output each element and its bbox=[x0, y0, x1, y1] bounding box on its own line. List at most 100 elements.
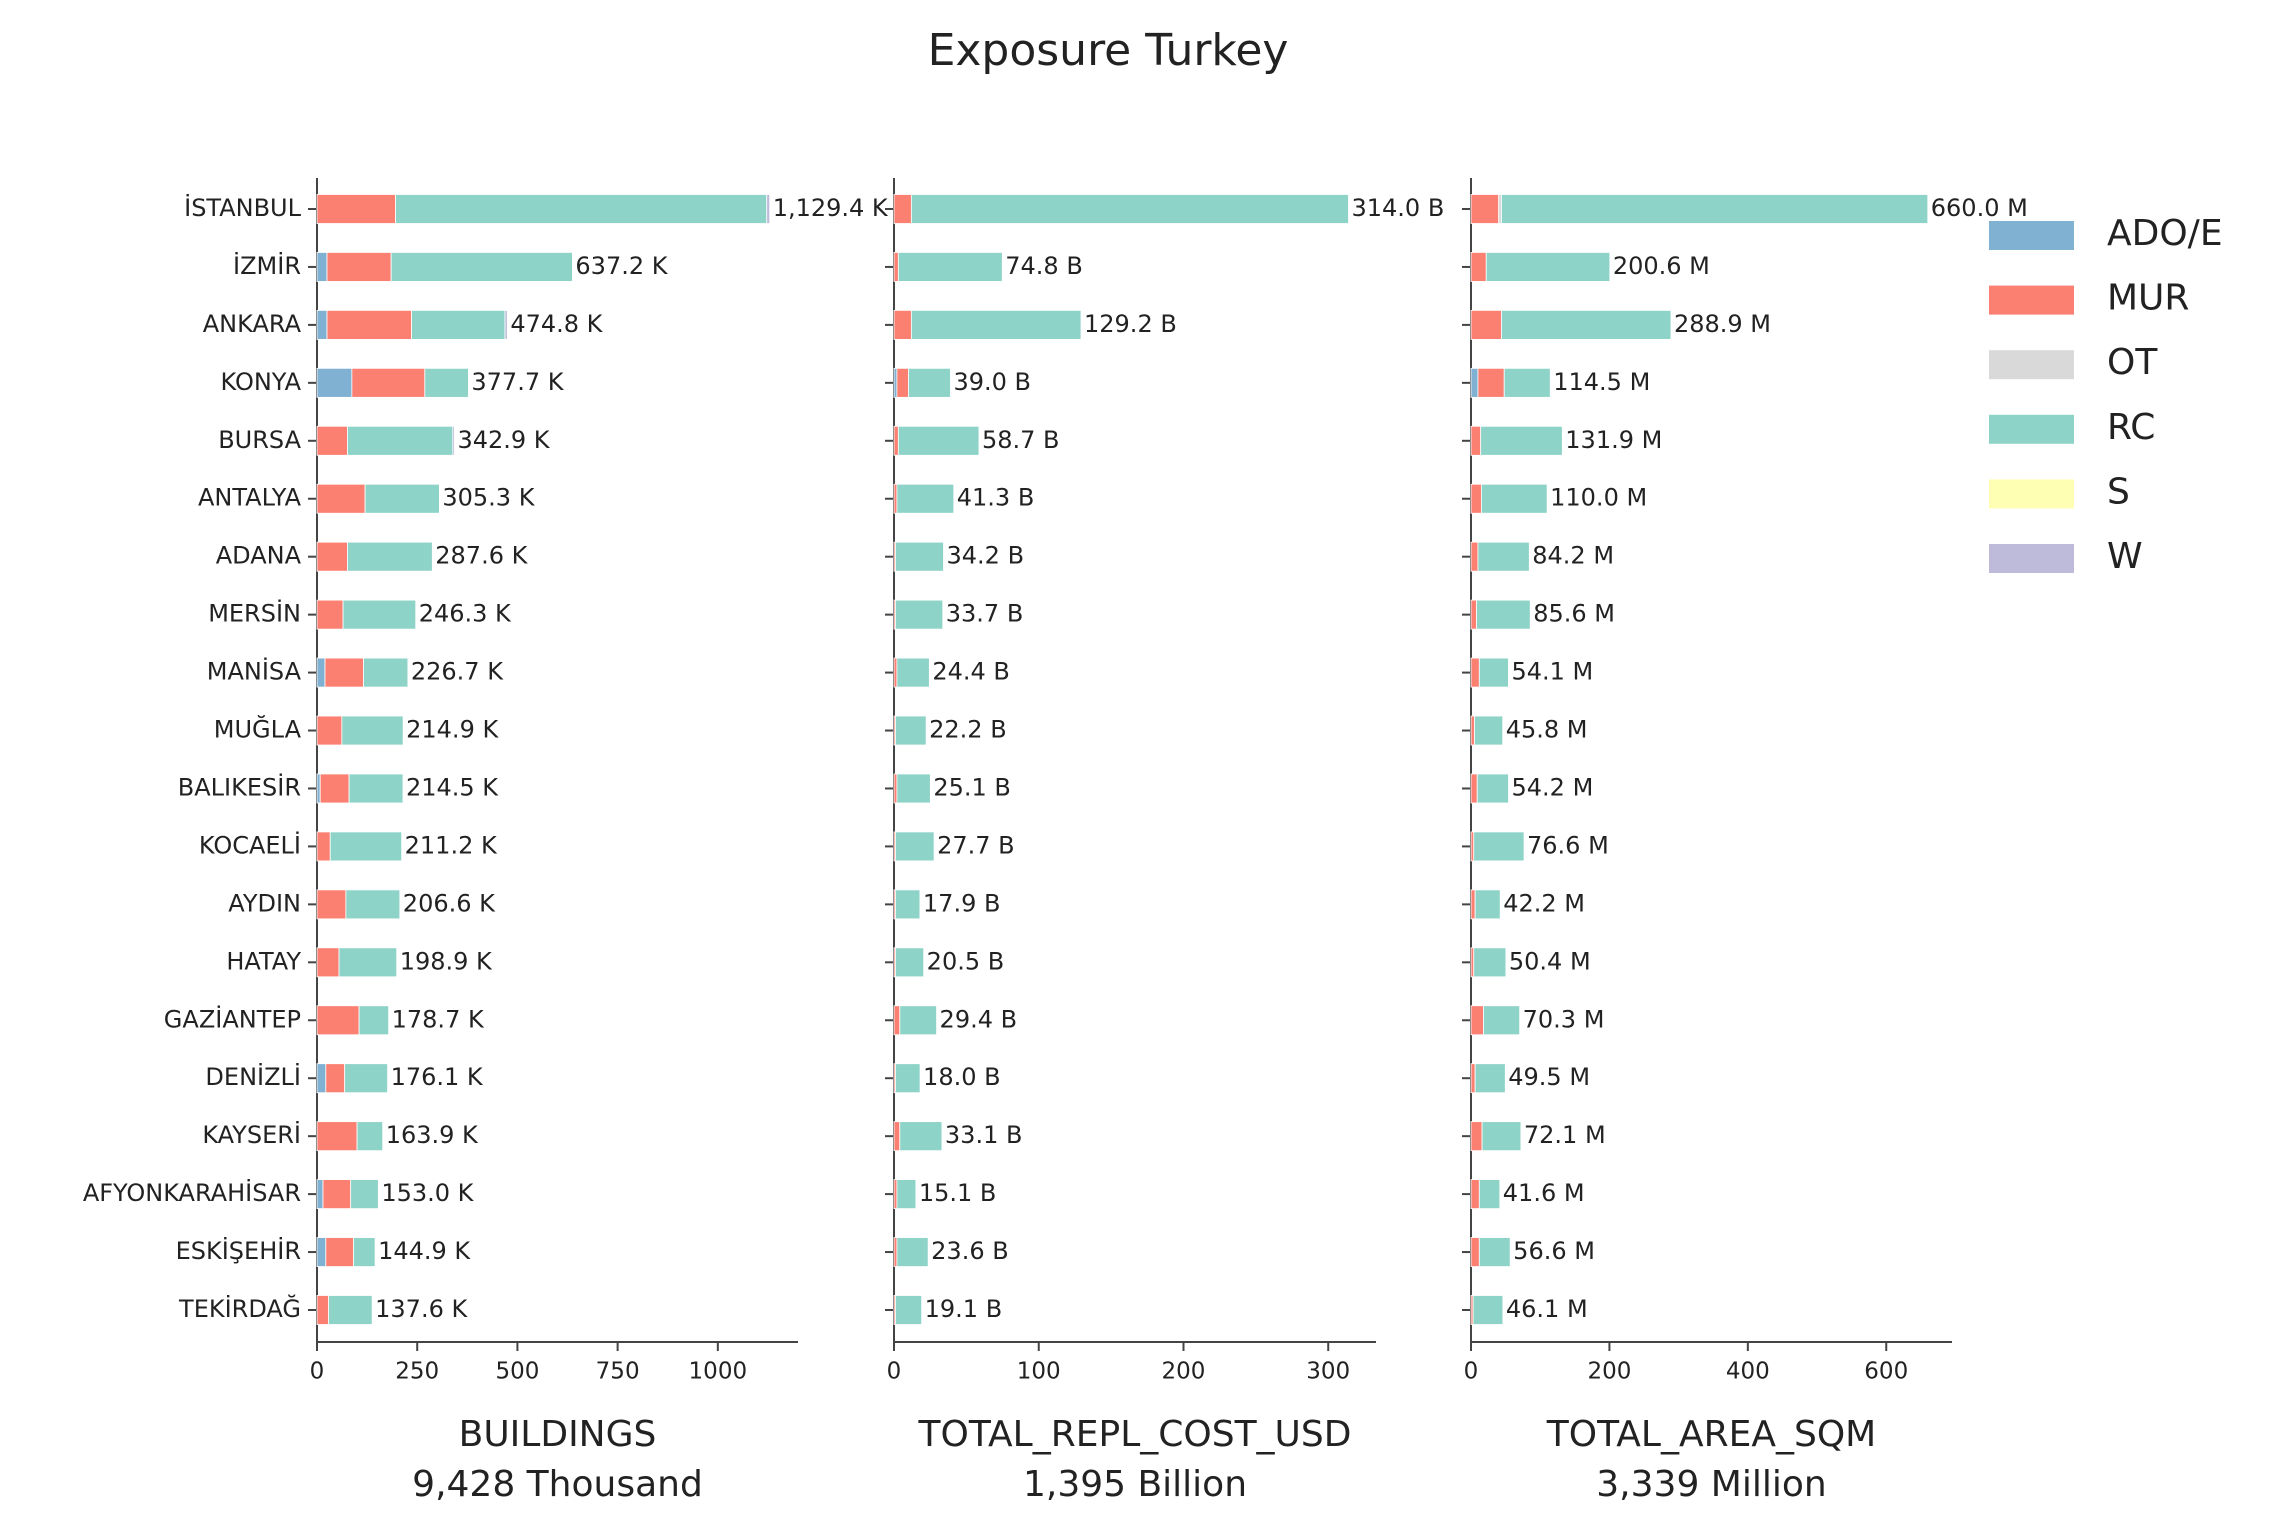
bar-segment bbox=[1470, 947, 1475, 978]
bar-segment bbox=[390, 252, 573, 282]
bar-segment bbox=[338, 947, 398, 978]
bar-segment bbox=[1476, 773, 1509, 804]
bar-segment bbox=[1473, 947, 1507, 978]
bar-segment bbox=[1470, 541, 1479, 572]
bar-segment bbox=[1470, 367, 1479, 398]
y-tick-label: MUĞLA bbox=[214, 714, 302, 744]
bar-segment bbox=[1470, 252, 1487, 282]
bar-segment bbox=[1470, 831, 1475, 862]
value-label: 15.1 B bbox=[919, 1179, 997, 1207]
value-label: 114.5 M bbox=[1553, 368, 1650, 396]
bar-segment bbox=[351, 367, 426, 398]
x-axis-label: TOTAL_REPL_COST_USD bbox=[918, 1414, 1352, 1455]
bar-segment bbox=[364, 483, 440, 514]
value-label: 176.1 K bbox=[391, 1063, 484, 1091]
value-label: 27.7 B bbox=[937, 831, 1015, 859]
value-label: 342.9 K bbox=[457, 426, 550, 454]
bar-segment bbox=[1503, 367, 1551, 398]
bar-segment bbox=[350, 1179, 379, 1210]
y-tick-label: ADANA bbox=[216, 542, 302, 570]
y-tick-label: HATAY bbox=[226, 947, 301, 975]
value-label: 163.9 K bbox=[386, 1121, 479, 1149]
value-label: 137.6 K bbox=[375, 1295, 468, 1323]
bar-segment bbox=[1481, 1121, 1522, 1152]
value-label: 1,129.4 K bbox=[773, 194, 889, 222]
bar-segment bbox=[896, 367, 909, 398]
bar-segment bbox=[1501, 309, 1672, 340]
legend-swatch bbox=[1989, 479, 2074, 509]
bar-segment bbox=[896, 773, 931, 804]
bar-segment bbox=[896, 1179, 917, 1210]
bar-segment bbox=[1470, 773, 1478, 804]
bar-segment bbox=[363, 657, 409, 688]
y-tick-label: KAYSERİ bbox=[202, 1120, 301, 1149]
bar-segment bbox=[319, 773, 350, 804]
value-label: 42.2 M bbox=[1503, 889, 1585, 917]
value-label: 144.9 K bbox=[378, 1237, 471, 1265]
x-axis-label: BUILDINGS bbox=[459, 1414, 657, 1455]
bar-segment bbox=[1501, 194, 1929, 224]
bar-segment bbox=[316, 1179, 324, 1210]
y-tick-label: MANİSA bbox=[207, 657, 302, 686]
bar-segment bbox=[896, 483, 955, 514]
bar-segment bbox=[316, 252, 328, 282]
bar-segment bbox=[895, 1295, 923, 1325]
legend-label: OT bbox=[2107, 342, 2158, 383]
bar-segment bbox=[895, 541, 944, 572]
y-tick-label: TEKİRDAĞ bbox=[178, 1293, 301, 1323]
bar-segment bbox=[395, 194, 768, 224]
bar-segment bbox=[316, 309, 328, 340]
bar-segment bbox=[316, 367, 353, 398]
y-tick-label: AFYONKARAHİSAR bbox=[83, 1178, 301, 1207]
value-label: 56.6 M bbox=[1513, 1237, 1595, 1265]
x-tick-label: 1000 bbox=[689, 1359, 748, 1385]
value-label: 206.6 K bbox=[403, 889, 496, 917]
x-tick-label: 0 bbox=[1464, 1359, 1479, 1385]
value-label: 45.8 M bbox=[1506, 716, 1588, 744]
bar-segment bbox=[1474, 715, 1504, 746]
value-label: 39.0 B bbox=[953, 368, 1031, 396]
value-label: 58.7 B bbox=[982, 426, 1060, 454]
bar-segment bbox=[504, 309, 508, 340]
value-label: 25.1 B bbox=[933, 773, 1011, 801]
value-label: 20.5 B bbox=[927, 947, 1005, 975]
bar-segment bbox=[895, 715, 927, 746]
bar-segment bbox=[893, 657, 898, 688]
x-tick-label: 600 bbox=[1864, 1359, 1908, 1385]
bar-segment bbox=[316, 425, 348, 456]
y-tick-label: MERSİN bbox=[208, 599, 301, 628]
value-label: 17.9 B bbox=[923, 889, 1001, 917]
bar-segment bbox=[910, 194, 1349, 224]
panel-subtitle: 9,428 Thousand bbox=[412, 1464, 703, 1505]
legend-swatch bbox=[1989, 285, 2074, 315]
y-tick-label: KONYA bbox=[221, 368, 302, 396]
value-label: 314.0 B bbox=[1351, 194, 1444, 222]
value-label: 211.2 K bbox=[405, 831, 498, 859]
bar-segment bbox=[347, 541, 433, 572]
value-label: 50.4 M bbox=[1509, 947, 1591, 975]
x-tick-label: 0 bbox=[887, 1359, 902, 1385]
bar-segment bbox=[328, 1295, 373, 1325]
bar-segment bbox=[1470, 1179, 1480, 1210]
value-label: 18.0 B bbox=[923, 1063, 1001, 1091]
bar-segment bbox=[1470, 1121, 1483, 1152]
bar-segment bbox=[910, 309, 1082, 340]
bar-segment bbox=[348, 773, 404, 804]
bar-segment bbox=[341, 715, 404, 746]
value-label: 41.3 B bbox=[957, 484, 1035, 512]
value-label: 33.7 B bbox=[946, 600, 1024, 628]
y-tick-label: BURSA bbox=[218, 426, 301, 454]
legend-label: W bbox=[2107, 536, 2143, 577]
bar-segment bbox=[1474, 889, 1501, 920]
bar-segment bbox=[322, 1179, 352, 1210]
bar-segment bbox=[316, 1121, 358, 1152]
bar-segment bbox=[1478, 657, 1509, 688]
value-label: 637.2 K bbox=[575, 252, 668, 280]
bar-segment bbox=[893, 194, 912, 224]
bar-segment bbox=[316, 889, 347, 920]
bar-segment bbox=[344, 1063, 388, 1094]
bar-segment bbox=[316, 773, 321, 804]
bar-segment bbox=[1470, 309, 1502, 340]
panel-subtitle: 3,339 Million bbox=[1596, 1464, 1826, 1505]
